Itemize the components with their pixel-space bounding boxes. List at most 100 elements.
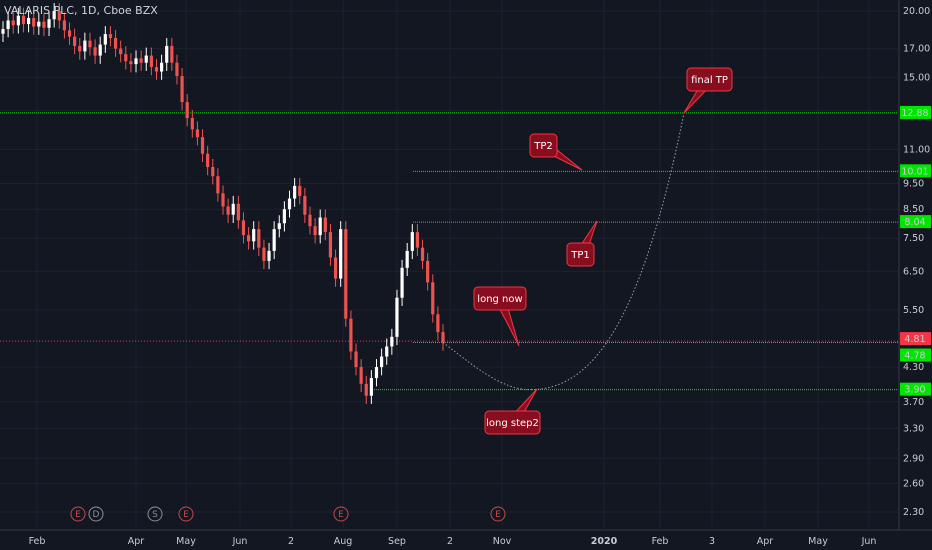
candle-body [108,34,113,38]
event-marker-letter: D [93,510,100,520]
price-tick-label: 2.60 [903,479,924,490]
candle-body [78,45,82,52]
candle-body [206,153,210,167]
candle-body [328,232,333,258]
time-tick-label: Feb [652,536,669,547]
candle-body [190,118,194,130]
candle-body [333,257,338,279]
candle-body [195,129,200,138]
callout-label: long step2 [486,418,539,429]
candle-body [221,193,225,207]
horizontal-levels[interactable] [0,112,898,391]
callout-label: TP2 [533,141,553,152]
candle-body [42,21,46,28]
candle-body [144,55,148,63]
callouts[interactable]: final TP TP2 TP1 long now long step2 [473,67,733,435]
event-marker-E: E [178,506,194,522]
price-axis[interactable]: 20.0017.0015.0013.0011.009.508.507.506.5… [898,0,932,550]
price-label-bg [900,332,931,346]
time-axis[interactable]: Feb Apr May Jun 2 Aug Sep 2 Nov 2020 Feb 3 Apr May Jun [0,529,932,547]
candle-body [47,19,51,28]
candle-body [236,203,240,221]
event-marker-S: S [147,506,163,522]
time-tick-label: May [176,536,196,547]
candle-body [21,15,26,25]
price-label-bg [900,164,931,178]
candle-body [420,247,425,261]
event-marker-circle [70,506,86,522]
callout-final-TP: final TP [683,67,733,114]
candle-body [349,318,353,352]
price-tick-label: 2.90 [903,453,924,464]
time-tick-label: Apr [128,536,145,547]
candle-body [359,367,363,384]
time-tick-label: Sep [388,536,406,547]
event-marker-circle [333,506,349,522]
time-tick-label: Nov [493,536,512,547]
candle-body [129,61,133,65]
candle-body [211,166,215,177]
candle-body [374,367,379,379]
price-tick-label: 5.50 [903,305,924,316]
candle-body [52,11,56,20]
price-label-bg [900,105,931,119]
price-tick-label: 7.50 [903,233,924,244]
candle-body [252,229,256,242]
price-label-text: 4.81 [904,334,925,345]
price-label-text: 12.88 [901,108,928,119]
candle-body [395,297,399,337]
callout-long-step2: long step2 [484,388,541,435]
candle-body [83,40,87,52]
candle-body [88,40,92,48]
price-label-bg [900,382,931,396]
price-label: 4.81 [900,332,931,346]
price-tick-label: 2.30 [903,507,924,518]
candle-body [67,30,72,37]
callout-TP2: TP2 [529,133,583,171]
candle-body [93,47,97,56]
event-marker-circle [88,506,104,522]
candle-body [364,383,368,396]
candle-body [11,20,15,26]
candle-body [170,45,174,63]
time-tick-label: Feb [29,536,46,547]
price-label-text: 10.01 [901,166,928,177]
price-tick-label: 15.00 [903,73,930,84]
event-marker-letter: E [338,510,344,520]
event-marker-E: E [333,506,349,522]
candle-body [308,214,312,227]
price-tick-label: 17.00 [903,44,930,55]
price-axis-bg [899,0,932,550]
event-marker-E: E [70,506,86,522]
candle-body [298,185,302,196]
candle-body [272,229,276,251]
candle-body [313,226,317,236]
candle-body [113,37,118,49]
callout-box [473,286,527,311]
candle-body [426,260,430,283]
candle-body [293,185,297,199]
price-tick-label: 11.00 [903,144,930,155]
candle-body [282,209,286,224]
time-tick-label: Aug [334,536,353,547]
candle-body [175,62,179,77]
candle-body [37,21,41,27]
price-label: 10.01 [900,164,931,178]
candle-body [226,206,230,215]
price-tick-label: 8.50 [903,204,924,215]
candle-series [1,3,445,404]
time-tick-label: Jun [232,536,248,547]
event-marker-D: D [88,506,104,522]
price-tick-label: 3.70 [903,397,924,408]
event-marker-circle [178,506,194,522]
candle-body [369,378,373,396]
candle-body [405,250,409,268]
candle-body [185,102,189,119]
candle-body [400,267,404,298]
time-tick-label: 3 [709,536,715,547]
callout-box [566,242,595,267]
